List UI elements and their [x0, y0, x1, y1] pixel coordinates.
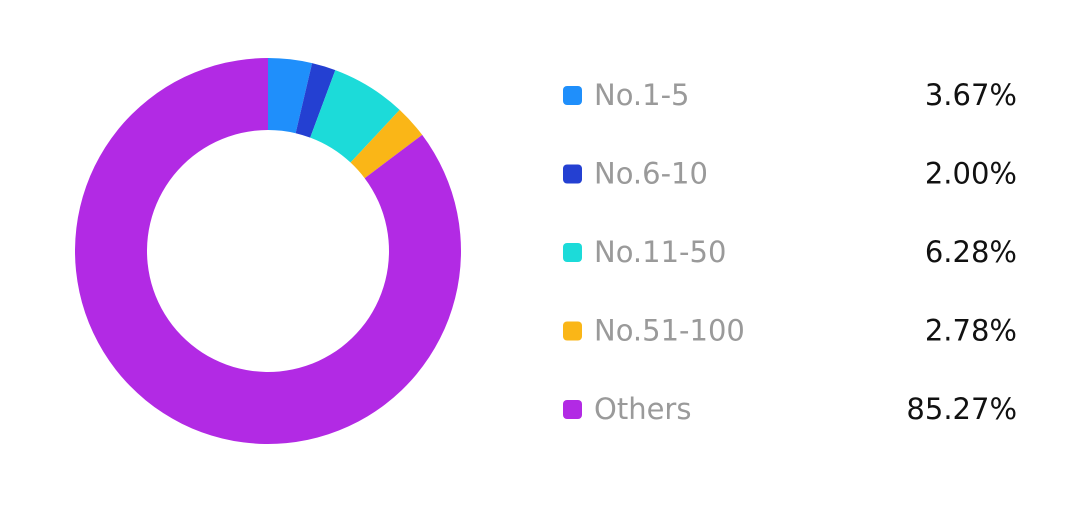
donut-slice [74, 58, 461, 444]
donut-slice [350, 109, 423, 179]
legend-swatch [563, 164, 582, 184]
donut-slice [268, 58, 313, 134]
legend-label: No.51-100 [594, 314, 745, 348]
legend-label: No.1-5 [594, 78, 690, 112]
legend-swatch [563, 321, 582, 341]
legend-label: No.11-50 [594, 235, 726, 269]
legend-swatch [563, 400, 582, 419]
value-label: 6.28% [925, 235, 1017, 269]
value-label: 2.78% [925, 314, 1017, 348]
legend-swatch [563, 243, 582, 262]
legend-label: Others [594, 392, 691, 426]
legend-label: No.6-10 [594, 157, 708, 191]
value-label: 85.27% [906, 392, 1017, 426]
donut-slice [310, 70, 400, 163]
legend-swatch [563, 86, 582, 105]
value-label: 3.67% [925, 78, 1017, 112]
value-label: 2.00% [925, 157, 1017, 191]
donut-slice [295, 63, 336, 138]
